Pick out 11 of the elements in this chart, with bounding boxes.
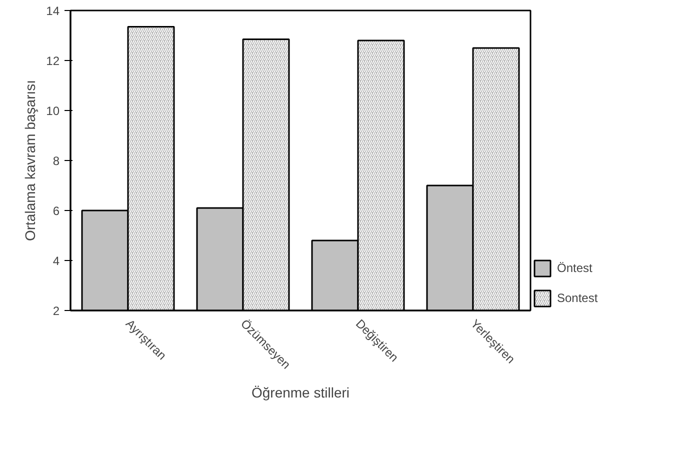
y-tick-label: 6 — [52, 204, 60, 218]
legend-label: Sontest — [557, 291, 598, 305]
y-tick-label: 12 — [46, 54, 60, 68]
y-tick-label: 10 — [46, 104, 60, 118]
y-tick-label: 2 — [52, 304, 60, 318]
y-tick-label: 4 — [52, 254, 60, 268]
y-axis-title: Ortalama kavram başarısı — [22, 80, 38, 242]
y-tick-label: 8 — [52, 154, 60, 168]
y-tick-label: 14 — [46, 4, 60, 18]
legend-label: Öntest — [557, 261, 592, 275]
x-axis-title: Öğrenme stilleri — [251, 384, 350, 401]
